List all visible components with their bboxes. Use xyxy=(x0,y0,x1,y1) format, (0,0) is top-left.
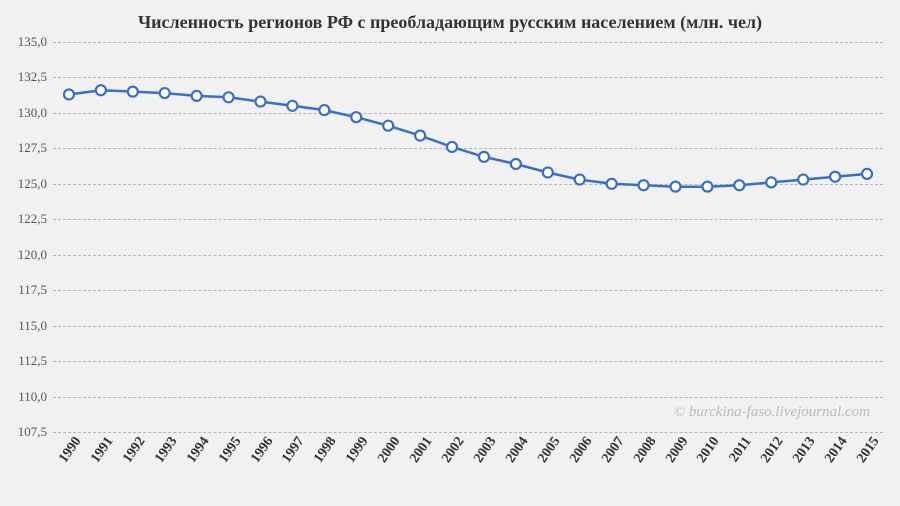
series-marker xyxy=(766,177,776,187)
series-marker xyxy=(702,182,712,192)
x-tick-label: 2013 xyxy=(787,432,819,466)
y-tick-label: 115,0 xyxy=(18,318,53,334)
x-tick-label: 2015 xyxy=(851,432,883,466)
y-tick-label: 110,0 xyxy=(18,389,53,405)
series-marker xyxy=(192,91,202,101)
series-marker xyxy=(319,105,329,115)
x-tick-label: 2008 xyxy=(628,432,660,466)
series-marker xyxy=(256,97,266,107)
x-tick-label: 2001 xyxy=(404,432,436,466)
series-marker xyxy=(734,180,744,190)
series-marker xyxy=(128,87,138,97)
series-marker xyxy=(830,172,840,182)
chart-container: Численность регионов РФ с преобладающим … xyxy=(0,0,900,506)
series-line-0 xyxy=(69,90,867,187)
x-tick-label: 2006 xyxy=(564,432,596,466)
series-marker xyxy=(383,121,393,131)
x-tick-label: 2010 xyxy=(691,432,723,466)
x-tick-label: 1997 xyxy=(276,432,308,466)
x-tick-label: 1999 xyxy=(340,432,372,466)
series-marker xyxy=(511,159,521,169)
series-marker xyxy=(607,179,617,189)
series-marker xyxy=(415,131,425,141)
x-tick-label: 2002 xyxy=(436,432,468,466)
series-marker xyxy=(798,175,808,185)
series-marker xyxy=(447,142,457,152)
series-marker xyxy=(64,89,74,99)
series-marker xyxy=(351,112,361,122)
x-tick-label: 1998 xyxy=(308,432,340,466)
x-tick-label: 1993 xyxy=(149,432,181,466)
series-marker xyxy=(862,169,872,179)
y-tick-label: 130,0 xyxy=(18,105,53,121)
x-tick-label: 2005 xyxy=(532,432,564,466)
gridline xyxy=(53,432,883,433)
series-marker xyxy=(671,182,681,192)
y-tick-label: 125,0 xyxy=(18,176,53,192)
y-tick-label: 120,0 xyxy=(18,247,53,263)
series-marker xyxy=(479,152,489,162)
y-tick-label: 107,5 xyxy=(18,424,53,440)
series-marker xyxy=(96,85,106,95)
x-tick-label: 1996 xyxy=(244,432,276,466)
x-tick-label: 2003 xyxy=(468,432,500,466)
x-tick-label: 1995 xyxy=(213,432,245,466)
x-tick-label: 2000 xyxy=(372,432,404,466)
series-marker xyxy=(160,88,170,98)
y-tick-label: 132,5 xyxy=(18,69,53,85)
chart-svg xyxy=(53,42,883,432)
y-tick-label: 112,5 xyxy=(18,353,53,369)
series-marker xyxy=(639,180,649,190)
x-tick-label: 1994 xyxy=(181,432,213,466)
y-tick-label: 135,0 xyxy=(18,34,53,50)
series-marker xyxy=(224,92,234,102)
x-tick-label: 2012 xyxy=(755,432,787,466)
x-tick-label: 1992 xyxy=(117,432,149,466)
x-tick-label: 2009 xyxy=(659,432,691,466)
x-tick-label: 1990 xyxy=(53,432,85,466)
watermark: © burckina-faso.livejournal.com xyxy=(674,404,870,421)
x-tick-label: 2004 xyxy=(500,432,532,466)
y-tick-label: 117,5 xyxy=(18,282,53,298)
chart-title: Численность регионов РФ с преобладающим … xyxy=(0,12,900,33)
x-tick-label: 1991 xyxy=(85,432,117,466)
y-tick-label: 127,5 xyxy=(18,140,53,156)
series-marker xyxy=(543,167,553,177)
x-tick-label: 2014 xyxy=(819,432,851,466)
plot-area: 107,5110,0112,5115,0117,5120,0122,5125,0… xyxy=(53,42,883,432)
x-tick-label: 2011 xyxy=(724,432,756,466)
series-marker xyxy=(287,101,297,111)
y-tick-label: 122,5 xyxy=(18,211,53,227)
x-tick-label: 2007 xyxy=(596,432,628,466)
series-marker xyxy=(575,175,585,185)
